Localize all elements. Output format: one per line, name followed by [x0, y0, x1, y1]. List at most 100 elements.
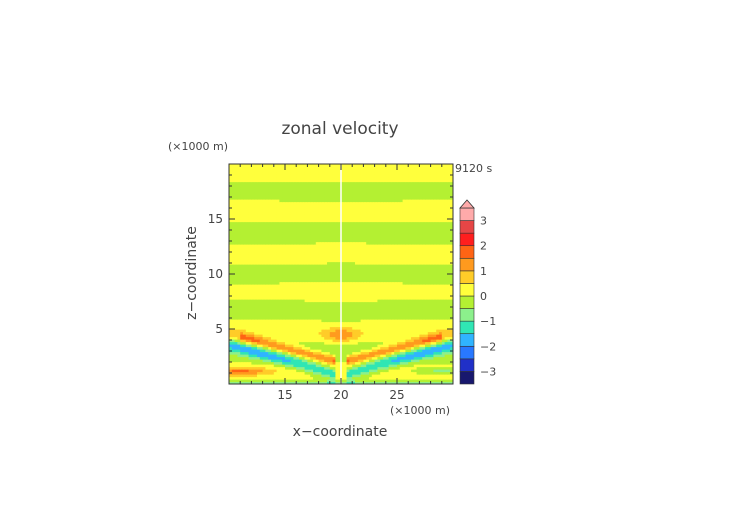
heatmap-cell: [416, 271, 420, 275]
heatmap-cell: [276, 291, 280, 295]
heatmap-cell: [293, 264, 297, 268]
heatmap-cell: [444, 319, 448, 323]
heatmap-cell: [343, 316, 348, 320]
heatmap-cell: [355, 264, 359, 268]
heatmap-cell: [357, 259, 362, 263]
heatmap-cell: [363, 286, 367, 290]
heatmap-cell: [425, 336, 429, 340]
heatmap-cell: [416, 236, 420, 240]
heatmap-cell: [352, 311, 356, 315]
heatmap-cell: [287, 244, 292, 248]
heatmap-cell: [439, 259, 443, 263]
heatmap-cell: [385, 341, 390, 345]
heatmap-cell: [374, 284, 378, 288]
heatmap-cell: [341, 376, 345, 380]
heatmap-cell: [318, 374, 322, 378]
heatmap-cell: [290, 354, 294, 358]
heatmap-cell: [240, 381, 244, 384]
heatmap-cell: [352, 326, 356, 330]
heatmap-cell: [425, 376, 429, 380]
heatmap-cell: [388, 286, 392, 290]
heatmap-cell: [304, 356, 308, 360]
heatmap-cell: [416, 314, 420, 318]
heatmap-cell: [408, 369, 412, 373]
heatmap-cell: [282, 379, 286, 383]
heatmap-cell: [402, 359, 406, 363]
heatmap-cell: [304, 229, 308, 233]
heatmap-cell: [296, 339, 300, 343]
heatmap-cell: [374, 239, 378, 243]
heatmap-cell: [366, 309, 370, 313]
heatmap-cell: [422, 309, 426, 313]
heatmap-cell: [416, 309, 420, 313]
heatmap-cell: [234, 366, 238, 370]
heatmap-cell: [394, 256, 398, 260]
heatmap-cell: [374, 306, 378, 310]
heatmap-cell: [287, 261, 292, 265]
heatmap-cell: [234, 281, 238, 285]
heatmap-cell: [450, 344, 453, 348]
heatmap-cell: [329, 284, 334, 288]
heatmap-cell: [369, 251, 373, 255]
heatmap-cell: [383, 319, 387, 323]
heatmap-cell: [425, 301, 429, 305]
heatmap-cell: [341, 301, 345, 305]
heatmap-cell: [411, 381, 415, 384]
heatmap-cell: [293, 296, 297, 300]
heatmap-cell: [427, 316, 432, 320]
heatmap-cell: [450, 254, 453, 258]
heatmap-cell: [254, 246, 258, 250]
heatmap-cell: [335, 309, 339, 313]
heatmap-cell: [341, 244, 345, 248]
heatmap-cell: [245, 294, 250, 298]
heatmap-cell: [299, 311, 303, 315]
heatmap-cell: [402, 316, 406, 320]
heatmap-cell: [229, 366, 233, 370]
heatmap-cell: [422, 299, 426, 303]
heatmap-cell: [243, 256, 247, 260]
heatmap-cell: [279, 226, 283, 230]
heatmap-cell: [399, 311, 404, 315]
heatmap-cell: [371, 229, 376, 233]
heatmap-cell: [391, 331, 395, 335]
heatmap-cell: [352, 229, 356, 233]
heatmap-cell: [411, 271, 415, 275]
heatmap-cell: [234, 346, 238, 350]
heatmap-cell: [251, 314, 255, 318]
heatmap-cell: [299, 229, 303, 233]
heatmap-cell: [335, 276, 339, 280]
heatmap-cell: [310, 269, 314, 273]
heatmap-cell: [262, 294, 266, 298]
heatmap-cell: [363, 249, 367, 253]
heatmap-cell: [321, 321, 325, 325]
heatmap-cell: [304, 241, 308, 245]
heatmap-cell: [369, 314, 373, 318]
heatmap-cell: [371, 281, 376, 285]
heatmap-cell: [335, 246, 339, 250]
heatmap-cell: [399, 281, 404, 285]
heatmap-cell: [237, 271, 241, 275]
heatmap-cell: [341, 304, 345, 308]
heatmap-cell: [346, 326, 350, 330]
heatmap-cell: [332, 294, 336, 298]
heatmap-cell: [290, 379, 294, 383]
heatmap-cell: [413, 374, 418, 378]
heatmap-cell: [279, 361, 283, 365]
heatmap-cell: [371, 309, 376, 313]
heatmap-cell: [447, 281, 451, 285]
heatmap-cell: [282, 254, 286, 258]
heatmap-cell: [388, 291, 392, 295]
heatmap-cell: [251, 296, 255, 300]
heatmap-cell: [304, 236, 308, 240]
heatmap-cell: [366, 336, 370, 340]
heatmap-cell: [290, 291, 294, 295]
heatmap-cell: [427, 269, 432, 273]
heatmap-cell: [430, 276, 434, 280]
heatmap-cell: [243, 244, 247, 248]
heatmap-cell: [425, 299, 429, 303]
heatmap-cell: [402, 351, 406, 355]
heatmap-cell: [313, 264, 317, 268]
heatmap-cell: [402, 286, 406, 290]
heatmap-cell: [436, 281, 440, 285]
heatmap-cell: [413, 241, 418, 245]
